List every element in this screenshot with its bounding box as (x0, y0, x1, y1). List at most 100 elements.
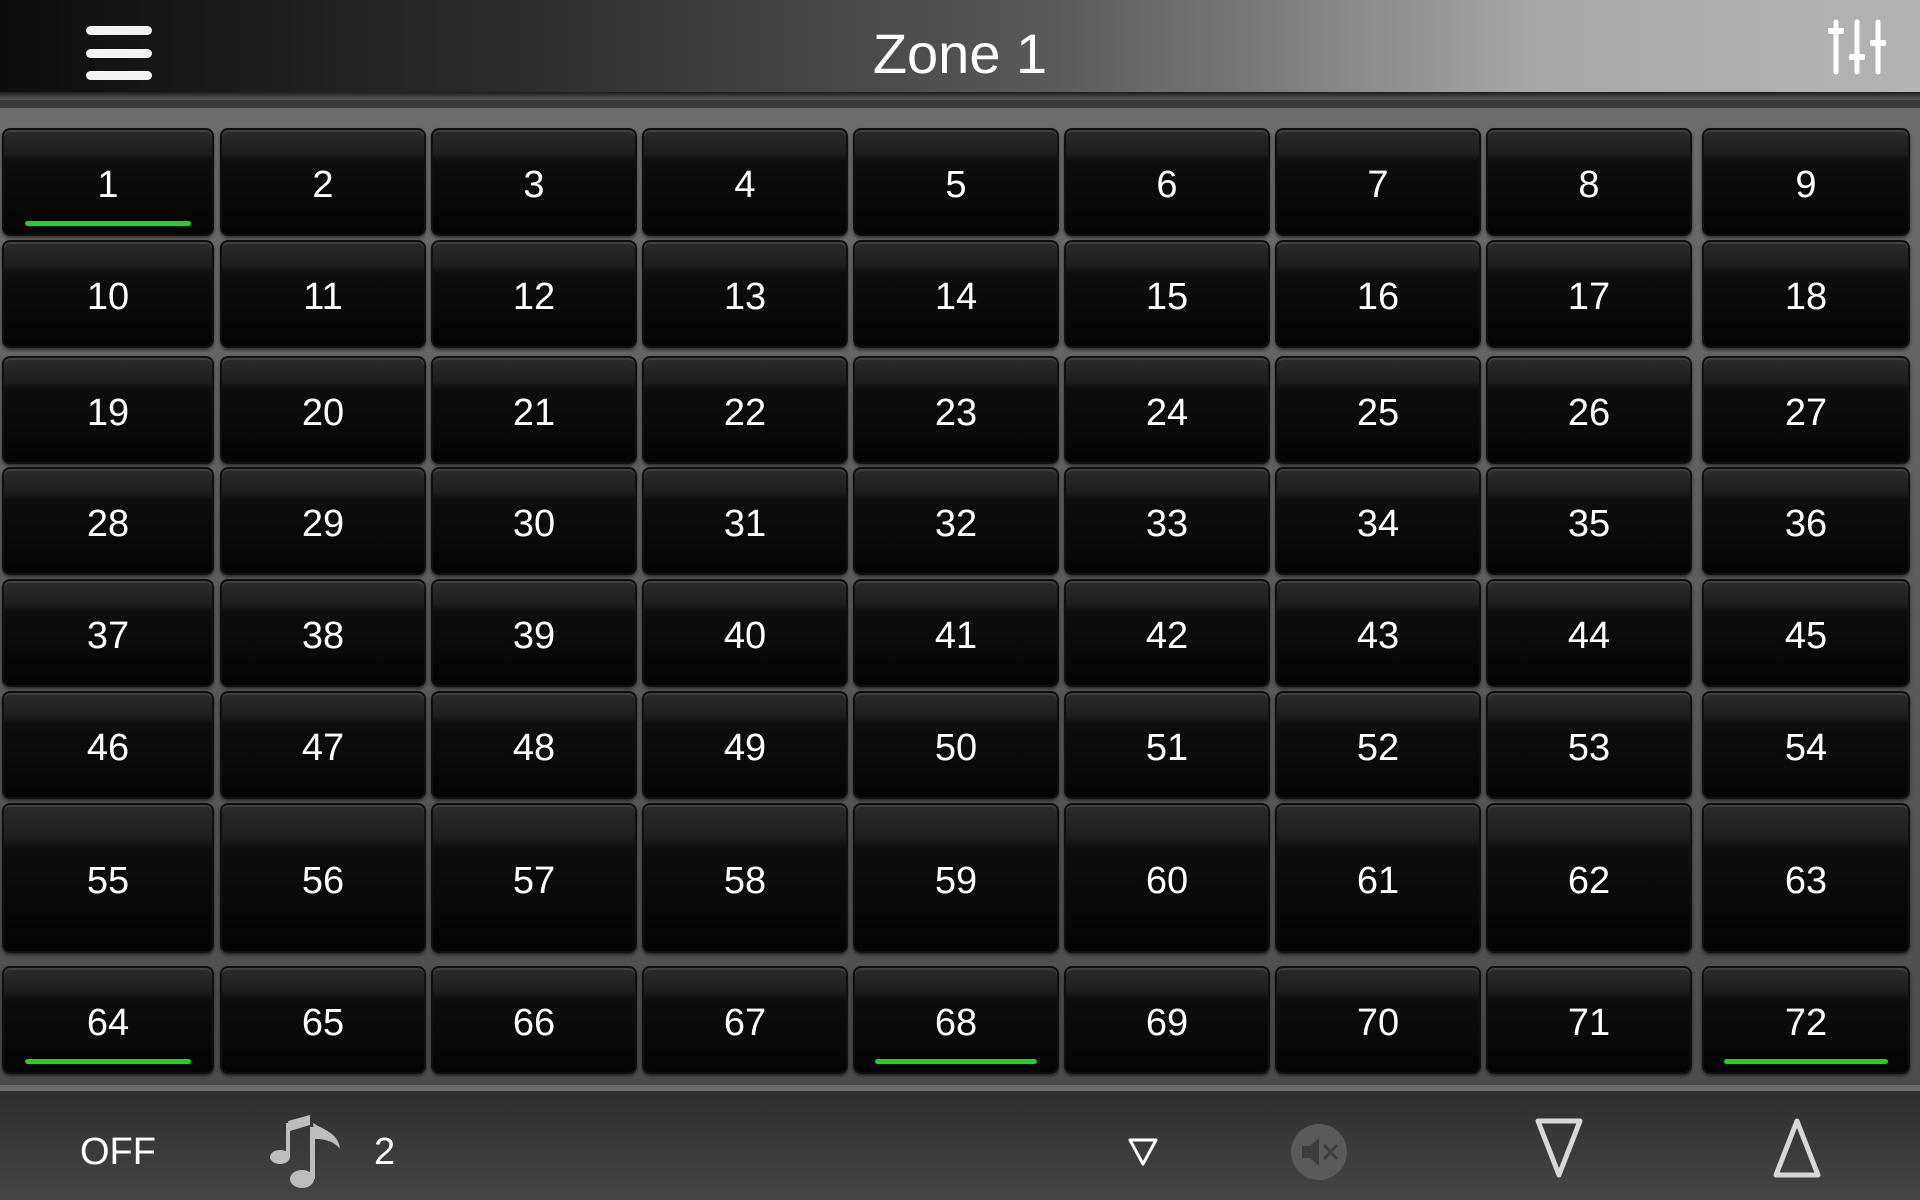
triangle-up-large-icon[interactable] (1772, 1117, 1822, 1179)
active-indicator (24, 1059, 192, 1064)
preset-label: 60 (1145, 859, 1189, 902)
preset-button-68[interactable]: 68 (853, 966, 1059, 1074)
preset-button-54[interactable]: 54 (1702, 691, 1910, 799)
preset-label: 18 (1784, 275, 1828, 318)
preset-button-51[interactable]: 51 (1064, 691, 1270, 799)
triangle-down-large-icon[interactable] (1534, 1117, 1584, 1179)
preset-button-70[interactable]: 70 (1275, 966, 1481, 1074)
preset-label: 41 (934, 614, 978, 657)
bottom-bar: OFF 2 (0, 1085, 1920, 1200)
preset-button-71[interactable]: 71 (1486, 966, 1692, 1074)
preset-button-10[interactable]: 10 (2, 240, 214, 348)
preset-button-41[interactable]: 41 (853, 579, 1059, 687)
preset-button-22[interactable]: 22 (642, 356, 848, 464)
preset-button-63[interactable]: 63 (1702, 803, 1910, 953)
preset-button-21[interactable]: 21 (431, 356, 637, 464)
preset-button-37[interactable]: 37 (2, 579, 214, 687)
preset-button-49[interactable]: 49 (642, 691, 848, 799)
preset-button-23[interactable]: 23 (853, 356, 1059, 464)
preset-label: 42 (1145, 614, 1189, 657)
preset-label: 28 (86, 502, 130, 545)
preset-button-35[interactable]: 35 (1486, 467, 1692, 575)
preset-button-45[interactable]: 45 (1702, 579, 1910, 687)
preset-button-67[interactable]: 67 (642, 966, 848, 1074)
preset-button-31[interactable]: 31 (642, 467, 848, 575)
preset-button-30[interactable]: 30 (431, 467, 637, 575)
preset-button-52[interactable]: 52 (1275, 691, 1481, 799)
preset-button-58[interactable]: 58 (642, 803, 848, 953)
preset-button-56[interactable]: 56 (220, 803, 426, 953)
preset-button-34[interactable]: 34 (1275, 467, 1481, 575)
preset-button-14[interactable]: 14 (853, 240, 1059, 348)
preset-button-11[interactable]: 11 (220, 240, 426, 348)
preset-button-13[interactable]: 13 (642, 240, 848, 348)
preset-button-3[interactable]: 3 (431, 128, 637, 236)
triangle-down-small-icon[interactable] (1126, 1135, 1160, 1169)
preset-button-17[interactable]: 17 (1486, 240, 1692, 348)
preset-button-62[interactable]: 62 (1486, 803, 1692, 953)
preset-label: 54 (1784, 726, 1828, 769)
preset-label: 72 (1784, 1001, 1828, 1044)
preset-button-55[interactable]: 55 (2, 803, 214, 953)
preset-button-69[interactable]: 69 (1064, 966, 1270, 1074)
preset-button-47[interactable]: 47 (220, 691, 426, 799)
preset-label: 14 (934, 275, 978, 318)
preset-button-59[interactable]: 59 (853, 803, 1059, 953)
preset-button-6[interactable]: 6 (1064, 128, 1270, 236)
preset-label: 12 (512, 275, 556, 318)
preset-button-16[interactable]: 16 (1275, 240, 1481, 348)
preset-button-38[interactable]: 38 (220, 579, 426, 687)
preset-button-72[interactable]: 72 (1702, 966, 1910, 1074)
preset-button-1[interactable]: 1 (2, 128, 214, 236)
preset-button-40[interactable]: 40 (642, 579, 848, 687)
preset-button-36[interactable]: 36 (1702, 467, 1910, 575)
preset-button-33[interactable]: 33 (1064, 467, 1270, 575)
preset-label: 29 (301, 502, 345, 545)
preset-button-39[interactable]: 39 (431, 579, 637, 687)
preset-button-66[interactable]: 66 (431, 966, 637, 1074)
hamburger-menu-icon[interactable] (86, 26, 152, 80)
speaker-mute-icon[interactable] (1290, 1123, 1348, 1181)
preset-label: 53 (1567, 726, 1611, 769)
preset-button-57[interactable]: 57 (431, 803, 637, 953)
top-bar: Zone 1 (0, 0, 1920, 100)
preset-button-24[interactable]: 24 (1064, 356, 1270, 464)
preset-button-27[interactable]: 27 (1702, 356, 1910, 464)
preset-button-60[interactable]: 60 (1064, 803, 1270, 953)
preset-label: 37 (86, 614, 130, 657)
preset-button-50[interactable]: 50 (853, 691, 1059, 799)
preset-button-26[interactable]: 26 (1486, 356, 1692, 464)
preset-button-48[interactable]: 48 (431, 691, 637, 799)
power-button[interactable]: OFF (80, 1131, 156, 1173)
preset-button-64[interactable]: 64 (2, 966, 214, 1074)
preset-button-61[interactable]: 61 (1275, 803, 1481, 953)
preset-label: 17 (1567, 275, 1611, 318)
preset-button-15[interactable]: 15 (1064, 240, 1270, 348)
sliders-settings-icon[interactable] (1826, 16, 1888, 78)
preset-button-29[interactable]: 29 (220, 467, 426, 575)
preset-button-2[interactable]: 2 (220, 128, 426, 236)
preset-button-19[interactable]: 19 (2, 356, 214, 464)
preset-button-44[interactable]: 44 (1486, 579, 1692, 687)
preset-button-5[interactable]: 5 (853, 128, 1059, 236)
preset-label: 57 (512, 859, 556, 902)
preset-button-20[interactable]: 20 (220, 356, 426, 464)
preset-button-42[interactable]: 42 (1064, 579, 1270, 687)
preset-button-18[interactable]: 18 (1702, 240, 1910, 348)
preset-button-12[interactable]: 12 (431, 240, 637, 348)
music-notes-icon[interactable] (266, 1113, 350, 1191)
preset-button-4[interactable]: 4 (642, 128, 848, 236)
preset-button-9[interactable]: 9 (1702, 128, 1910, 236)
active-indicator (24, 221, 192, 226)
preset-label: 1 (97, 163, 119, 206)
preset-button-46[interactable]: 46 (2, 691, 214, 799)
preset-label: 33 (1145, 502, 1189, 545)
preset-button-8[interactable]: 8 (1486, 128, 1692, 236)
preset-button-43[interactable]: 43 (1275, 579, 1481, 687)
preset-button-32[interactable]: 32 (853, 467, 1059, 575)
preset-button-7[interactable]: 7 (1275, 128, 1481, 236)
preset-button-25[interactable]: 25 (1275, 356, 1481, 464)
preset-button-65[interactable]: 65 (220, 966, 426, 1074)
preset-button-53[interactable]: 53 (1486, 691, 1692, 799)
preset-button-28[interactable]: 28 (2, 467, 214, 575)
